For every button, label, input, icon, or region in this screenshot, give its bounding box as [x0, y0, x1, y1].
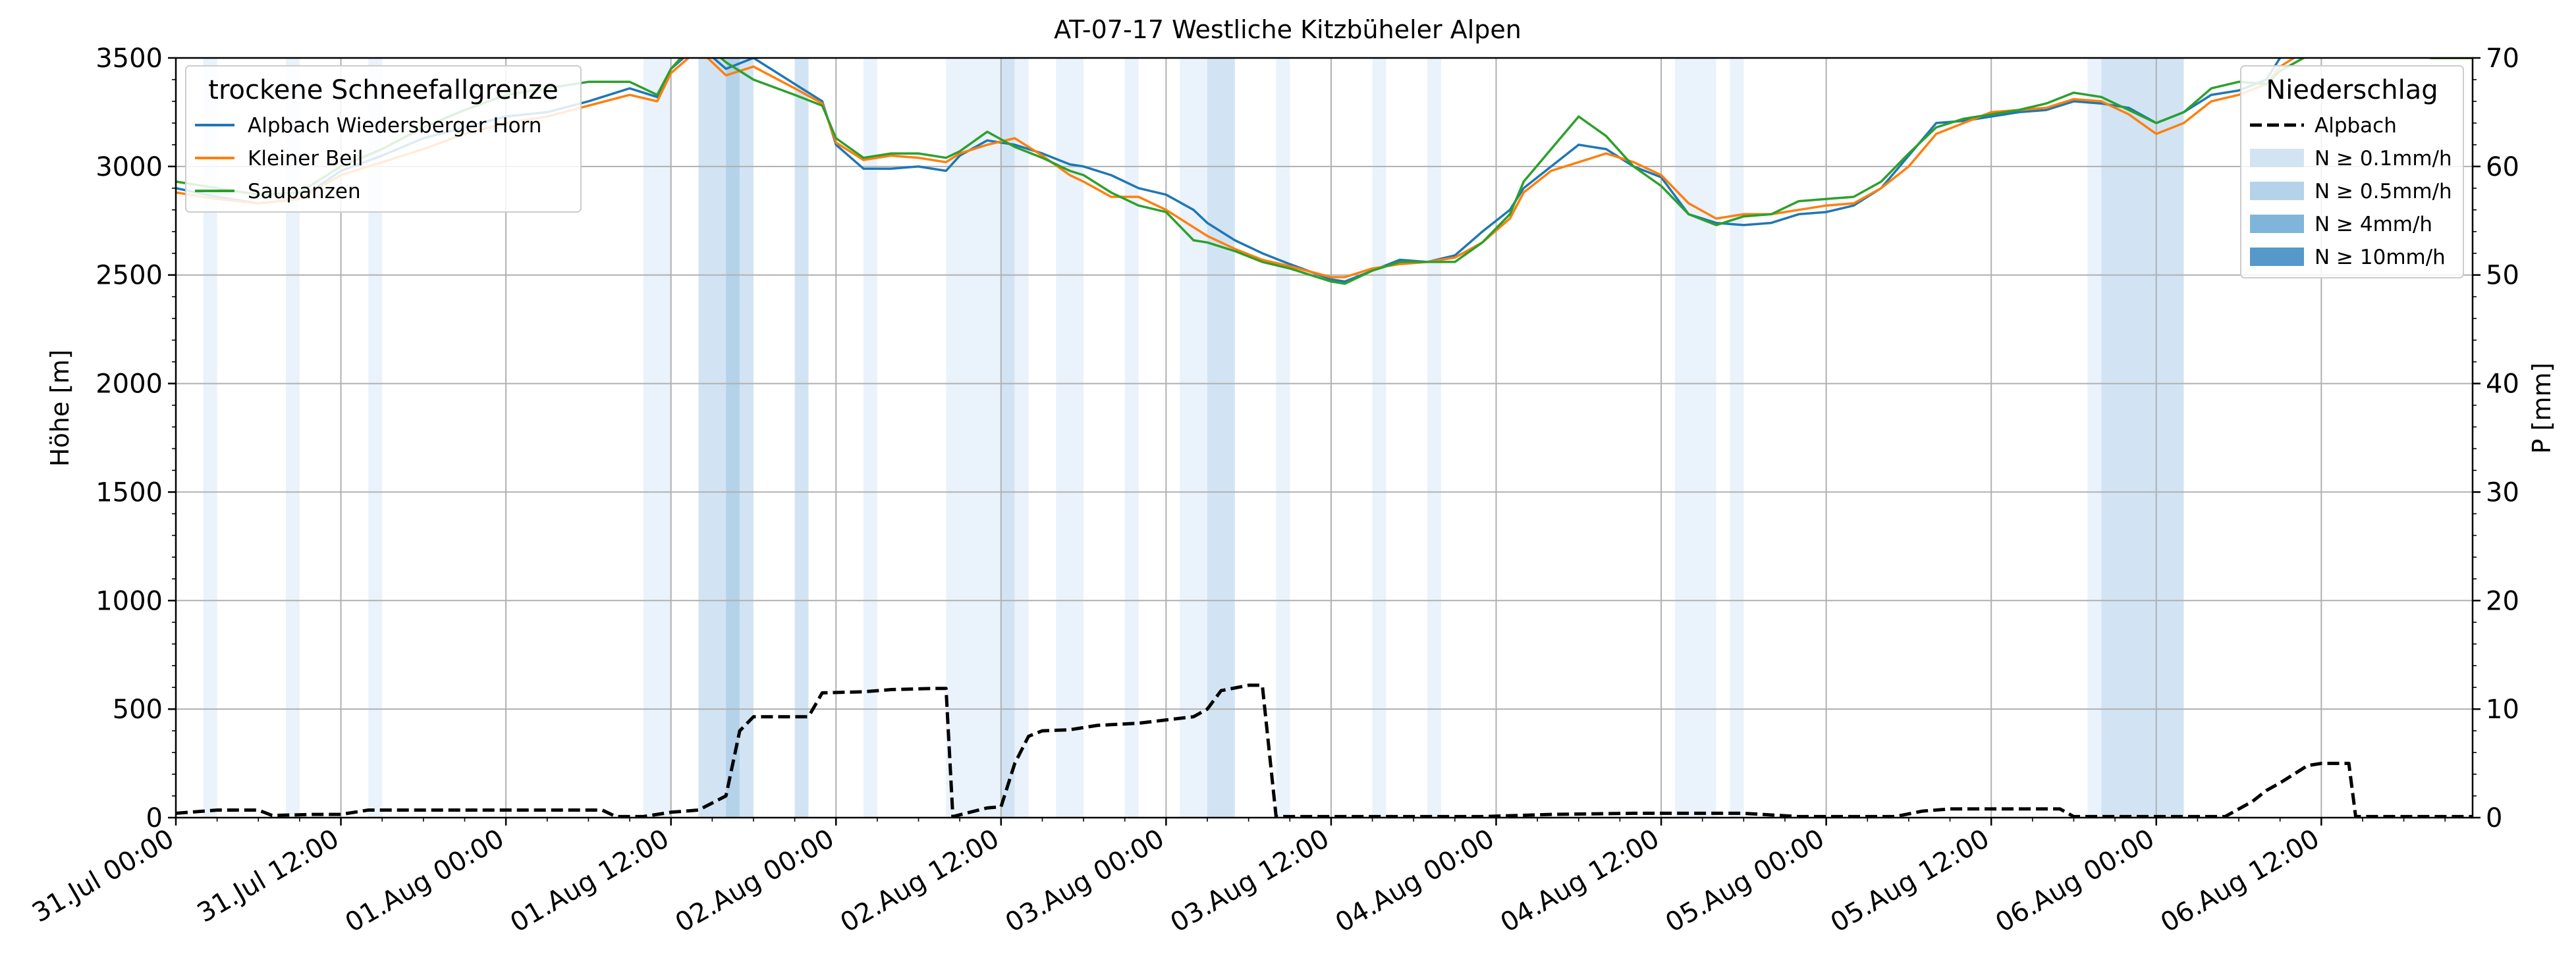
precip-band-1: [286, 58, 300, 818]
y2-tick-label-1: 10: [2486, 695, 2519, 725]
legend-precip-label-1: N ≥ 0.1mm/h: [2315, 147, 2452, 171]
precip-band-13: [1124, 58, 1139, 818]
series-line-kleiner-beil: [176, 58, 2473, 278]
precip-band-4: [698, 58, 726, 818]
legend-precip-label-0: Alpbach: [2315, 114, 2397, 138]
y2-tick-label-7: 70: [2486, 43, 2519, 74]
precip-band-6: [740, 58, 754, 818]
legend-precip-label-3: N ≥ 4mm/h: [2315, 213, 2432, 236]
precip-band-7: [794, 58, 809, 818]
y-tick-label-5: 2500: [96, 261, 163, 291]
legend-precip-swatch-2: [2250, 182, 2304, 200]
y2-tick-label-2: 20: [2486, 586, 2519, 616]
legend-precip-label-4: N ≥ 10mm/h: [2315, 246, 2446, 269]
precip-band-19: [1674, 58, 1716, 818]
legend-precip-swatch-4: [2250, 248, 2304, 266]
precip-band-22: [2101, 58, 2184, 818]
series-line-alpbach: [176, 683, 2473, 818]
legend-snow-label-kleiner-beil: Kleiner Beil: [248, 147, 364, 171]
precip-band-3: [643, 58, 671, 818]
precip-band-0: [203, 58, 217, 818]
y-tick-label-6: 3000: [96, 152, 163, 182]
precip-band-2: [368, 58, 383, 818]
y2-tick-label-4: 40: [2486, 369, 2519, 400]
y-tick-label-7: 3500: [96, 43, 163, 74]
legend-precip-swatch-3: [2250, 215, 2304, 233]
y-tick-label-4: 2000: [96, 369, 163, 400]
y-axis-label: Höhe [m]: [45, 350, 74, 467]
y-tick-label-2: 1000: [96, 586, 163, 616]
plot-frame: [175, 57, 2474, 819]
legend-precip-label-2: N ≥ 0.5mm/h: [2315, 180, 2452, 203]
chart-title: AT-07-17 Westliche Kitzbüheler Alpen: [1054, 15, 1521, 44]
precip-band-18: [1427, 58, 1441, 818]
precip-band-8: [863, 58, 877, 818]
precip-band-17: [1372, 58, 1386, 818]
legend-snow-label-alpbach-wiedersberger-horn: Alpbach Wiedersberger Horn: [248, 114, 541, 138]
legend-snow: trockene Schneefallgrenze Alpbach Wieders…: [185, 65, 582, 213]
y-tick-label-3: 1500: [96, 477, 163, 508]
precip-band-9: [946, 58, 1001, 818]
legend-snow-label-saupanzen: Saupanzen: [248, 180, 361, 203]
y2-tick-label-6: 60: [2486, 152, 2519, 182]
precip-band-12: [1056, 58, 1084, 818]
precip-bands: [203, 58, 2184, 818]
y2-tick-label-5: 50: [2486, 261, 2519, 291]
legend-snow-box: [185, 65, 582, 213]
y-tick-label-0: 0: [146, 803, 163, 833]
legend-precip-title: Niederschlag: [2266, 75, 2438, 105]
precip-band-10: [1000, 58, 1015, 818]
precip-band-16: [1276, 58, 1290, 818]
precip-band-5: [726, 58, 740, 818]
precip-band-14: [1180, 58, 1208, 818]
legend-snow-title: trockene Schneefallgrenze: [208, 75, 558, 105]
legend-precip: Niederschlag Alpbach N ≥ 0.1mm/h N ≥ 0.5mm/…: [2240, 65, 2464, 278]
precip-band-20: [1730, 58, 1744, 818]
y2-tick-label-3: 30: [2486, 477, 2519, 508]
y2-axis-label: P [mm]: [2527, 363, 2556, 454]
precip-band-21: [2087, 58, 2102, 818]
y-tick-label-1: 500: [113, 695, 163, 725]
precip-band-11: [1014, 58, 1029, 818]
legend-precip-swatch-1: [2250, 149, 2304, 167]
y2-tick-label-0: 0: [2486, 803, 2502, 833]
